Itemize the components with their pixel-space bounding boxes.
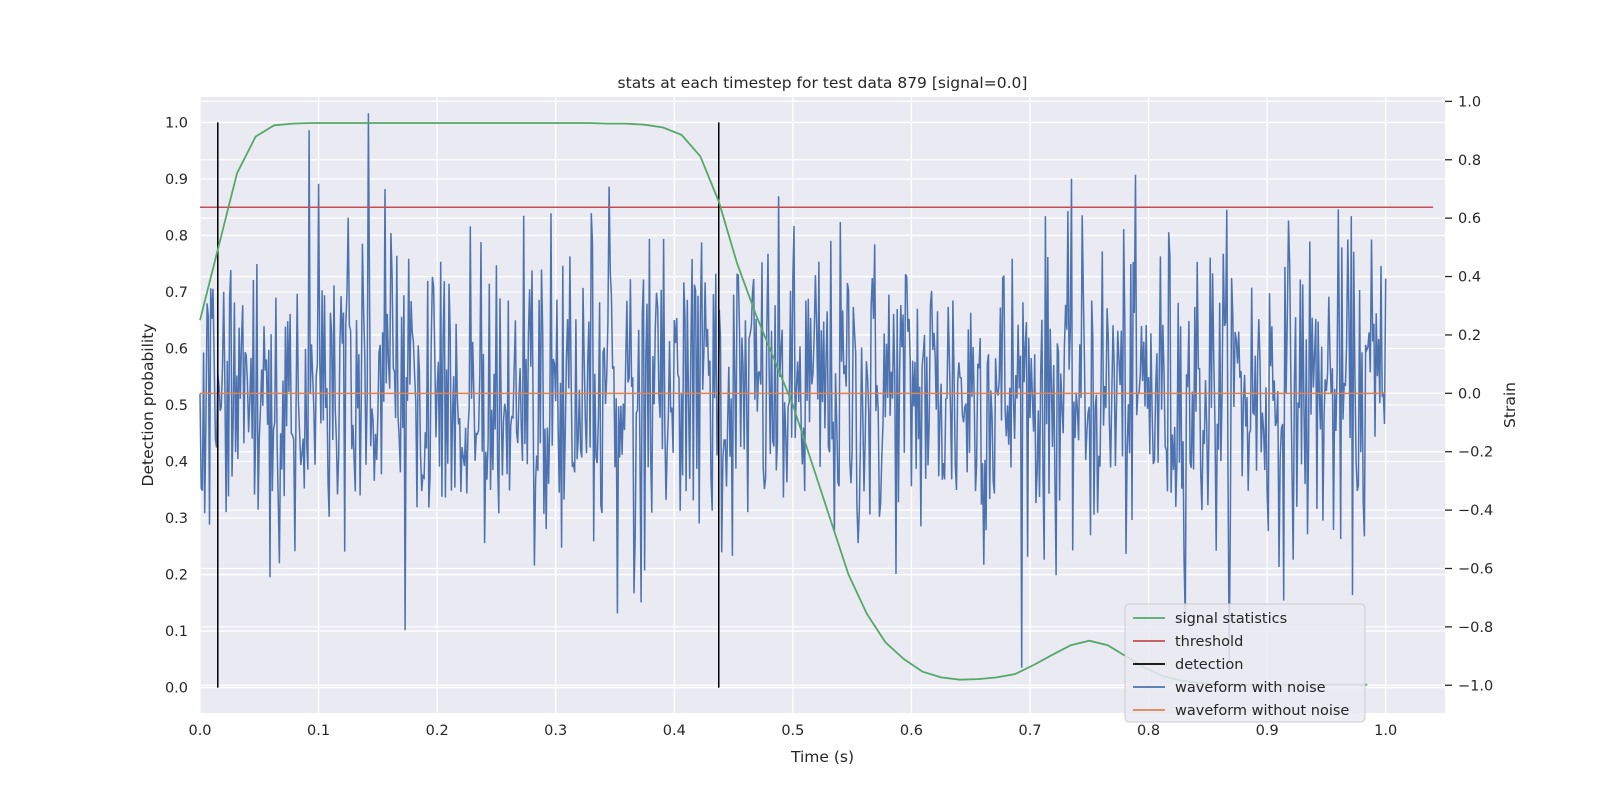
- ticks-layer: 0.0 0.1 0.2 0.3 0.4 0.5 0.6 0.7 0.8 0.9 1.0 0.0 0.1 0…: [165, 94, 1493, 739]
- y-left-tick-label: 0.3: [165, 511, 188, 527]
- y-left-tick-label: 1.0: [165, 115, 188, 131]
- x-tick-label: 0.5: [781, 723, 804, 739]
- y-right-tick-label: 1.0: [1458, 94, 1481, 110]
- y-left-tick-label: 0.9: [165, 172, 188, 188]
- legend-box: [1124, 603, 1366, 723]
- x-tick-label: 0.7: [1018, 723, 1041, 739]
- x-tick-label: 0.2: [426, 723, 449, 739]
- y-right-tick-label: 0.8: [1458, 153, 1481, 169]
- y-right-tick-label: −1.0: [1458, 678, 1493, 694]
- y-left-tick-label: 0.5: [165, 398, 188, 414]
- y-right-tick-label: 0.6: [1458, 211, 1481, 227]
- y-right-tick-label: −0.2: [1458, 445, 1493, 461]
- series-layer: [199, 113, 1434, 688]
- legend: signal statistics threshold detection wavef…: [1124, 603, 1366, 723]
- legend-label: detection: [1175, 657, 1243, 673]
- legend-label: signal statistics: [1175, 611, 1287, 627]
- y-left-tick-label: 0.2: [165, 568, 188, 584]
- y-right-tick-label: −0.4: [1458, 503, 1493, 519]
- y-left-tick-label: 0.8: [165, 228, 188, 244]
- y-right-tick-label: 0.4: [1458, 270, 1481, 286]
- x-tick-label: 0.8: [1137, 723, 1160, 739]
- y-axis-left-label: Detection probability: [139, 324, 157, 487]
- x-tick-label: 0.0: [188, 723, 211, 739]
- chart-title: stats at each timestep for test data 879…: [618, 74, 1028, 92]
- y-left-tick-label: 0.1: [165, 624, 188, 640]
- y-left-tick-label: 0.7: [165, 285, 188, 301]
- x-tick-label: 1.0: [1374, 723, 1397, 739]
- x-axis-label: Time (s): [790, 748, 854, 766]
- y-right-tick-label: −0.6: [1458, 561, 1493, 577]
- y-left-tick-label: 0.6: [165, 341, 188, 357]
- y-right-tick-label: 0.0: [1458, 386, 1481, 402]
- legend-label: threshold: [1175, 634, 1243, 650]
- x-tick-label: 0.1: [307, 723, 330, 739]
- y-right-tick-label: 0.2: [1458, 328, 1481, 344]
- x-tick-label: 0.9: [1256, 723, 1279, 739]
- legend-label: waveform with noise: [1175, 680, 1326, 696]
- x-tick-label: 0.4: [663, 723, 686, 739]
- x-tick-label: 0.3: [544, 723, 567, 739]
- series-waveform-with-noise: [199, 113, 1387, 668]
- x-tick-label: 0.6: [900, 723, 923, 739]
- y-axis-right-label: Strain: [1501, 382, 1519, 428]
- legend-label: waveform without noise: [1175, 703, 1349, 719]
- y-left-tick-label: 0.4: [165, 455, 188, 471]
- y-right-tick-label: −0.8: [1458, 620, 1493, 636]
- y-left-tick-label: 0.0: [165, 681, 188, 697]
